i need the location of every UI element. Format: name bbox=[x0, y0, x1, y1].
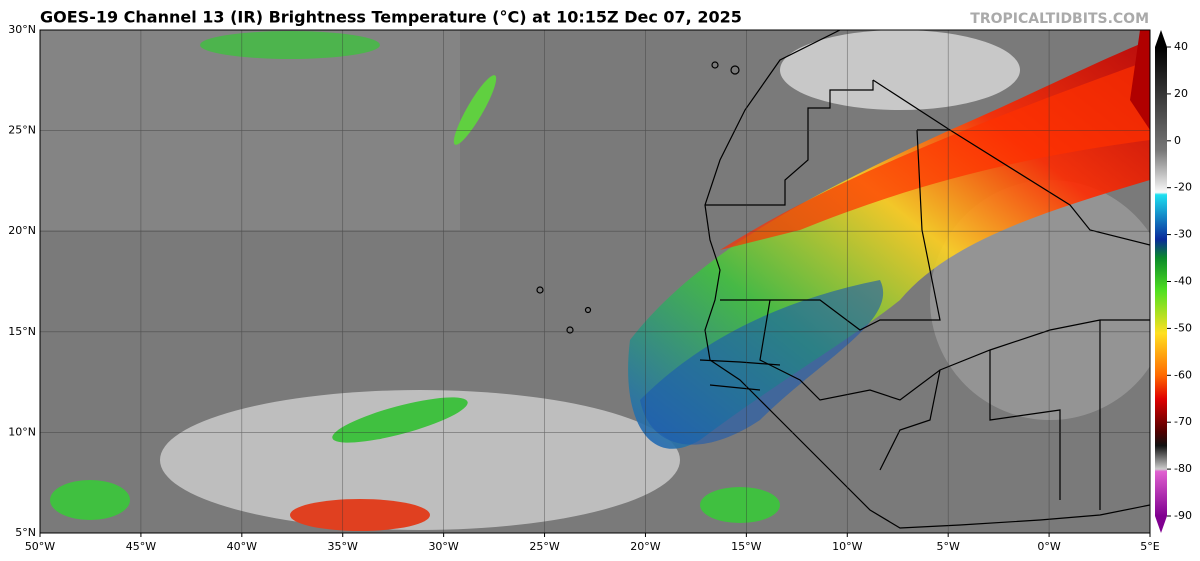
lat-label: 30°N bbox=[8, 23, 36, 36]
lon-label: 0°W bbox=[1037, 540, 1060, 553]
lon-label: 5°W bbox=[936, 540, 959, 553]
lat-label: 10°N bbox=[8, 425, 36, 438]
lon-label: 10°W bbox=[832, 540, 862, 553]
lon-label: 20°W bbox=[630, 540, 660, 553]
colorbar-label: -30 bbox=[1174, 228, 1192, 241]
lon-label: 40°W bbox=[227, 540, 257, 553]
colorbar-label: -60 bbox=[1174, 368, 1192, 381]
colorbar-label: -20 bbox=[1174, 181, 1192, 194]
colorbar-label: 40 bbox=[1174, 40, 1188, 53]
colorbar-label: -70 bbox=[1174, 415, 1192, 428]
satellite-image bbox=[40, 30, 1150, 533]
lat-label: 15°N bbox=[8, 325, 36, 338]
colorbar-label: -50 bbox=[1174, 321, 1192, 334]
watermark: TROPICALTIDBITS.COM bbox=[970, 11, 1149, 27]
title: GOES-19 Channel 13 (IR) Brightness Tempe… bbox=[40, 8, 742, 27]
colorbar-label: -90 bbox=[1174, 509, 1192, 522]
lon-label: 45°W bbox=[126, 540, 156, 553]
colorbar-label: -40 bbox=[1174, 275, 1192, 288]
lon-label: 15°W bbox=[731, 540, 761, 553]
lon-label: 25°W bbox=[529, 540, 559, 553]
lat-label: 5°N bbox=[15, 526, 36, 539]
lon-label: 5°E bbox=[1140, 540, 1159, 553]
lat-label: 25°N bbox=[8, 124, 36, 137]
lon-label: 30°W bbox=[428, 540, 458, 553]
colorbar-label: 0 bbox=[1174, 134, 1181, 147]
colorbar-label: -80 bbox=[1174, 462, 1192, 475]
lon-label: 35°W bbox=[328, 540, 358, 553]
lat-label: 20°N bbox=[8, 224, 36, 237]
lon-label: 50°W bbox=[25, 540, 55, 553]
map-frame bbox=[39, 29, 1151, 534]
colorbar bbox=[1155, 30, 1167, 533]
colorbar-label: 20 bbox=[1174, 87, 1188, 100]
